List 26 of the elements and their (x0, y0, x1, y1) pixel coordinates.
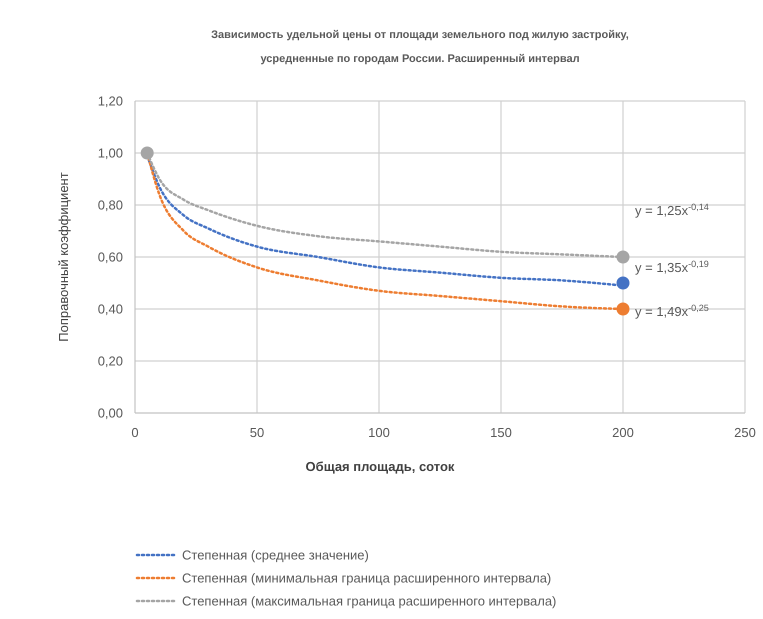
annotation: y = 1,49x$^{-0,25}$ (635, 303, 709, 319)
point (616, 276, 630, 290)
x-tick-label: 50 (250, 425, 264, 440)
y-axis-title: Поправочный коэффициент (56, 172, 71, 342)
legend-label: Степенная (среднее значение) (182, 548, 369, 563)
point (616, 302, 630, 316)
annotation: y = 1,25x$^{-0,14}$ (635, 202, 709, 218)
x-tick-label: 150 (490, 425, 512, 440)
point (140, 146, 154, 160)
x-tick-label: 0 (131, 425, 139, 440)
x-axis-title: Общая площадь, соток (306, 459, 455, 474)
chart-title: Зависимость удельной цены от площади земельного под жилую застройку, усредненные по городам России. Расширенный интервал (211, 29, 629, 65)
point (616, 250, 630, 264)
x-tick-label: 250 (734, 425, 756, 440)
y-tick-label: 0,00 (98, 406, 123, 421)
x-tick-label: 100 (368, 425, 390, 440)
y-tick-label: 0,20 (98, 354, 123, 369)
legend-label: Степенная (минимальная граница расширенного интервала) (182, 570, 552, 586)
y-tick-label: 1,20 (98, 94, 123, 109)
y-tick-label: 0,40 (98, 302, 123, 317)
y-tick-label: 0,80 (98, 198, 123, 213)
y-tick-label: 1,00 (98, 146, 123, 161)
legend-label: Степенная (максимальная граница расширенного интервала) (182, 594, 556, 609)
annotation: y = 1,35x$^{-0,19}$ (635, 259, 709, 275)
x-tick-label: 200 (612, 425, 634, 440)
y-tick-label: 0,60 (98, 250, 123, 265)
